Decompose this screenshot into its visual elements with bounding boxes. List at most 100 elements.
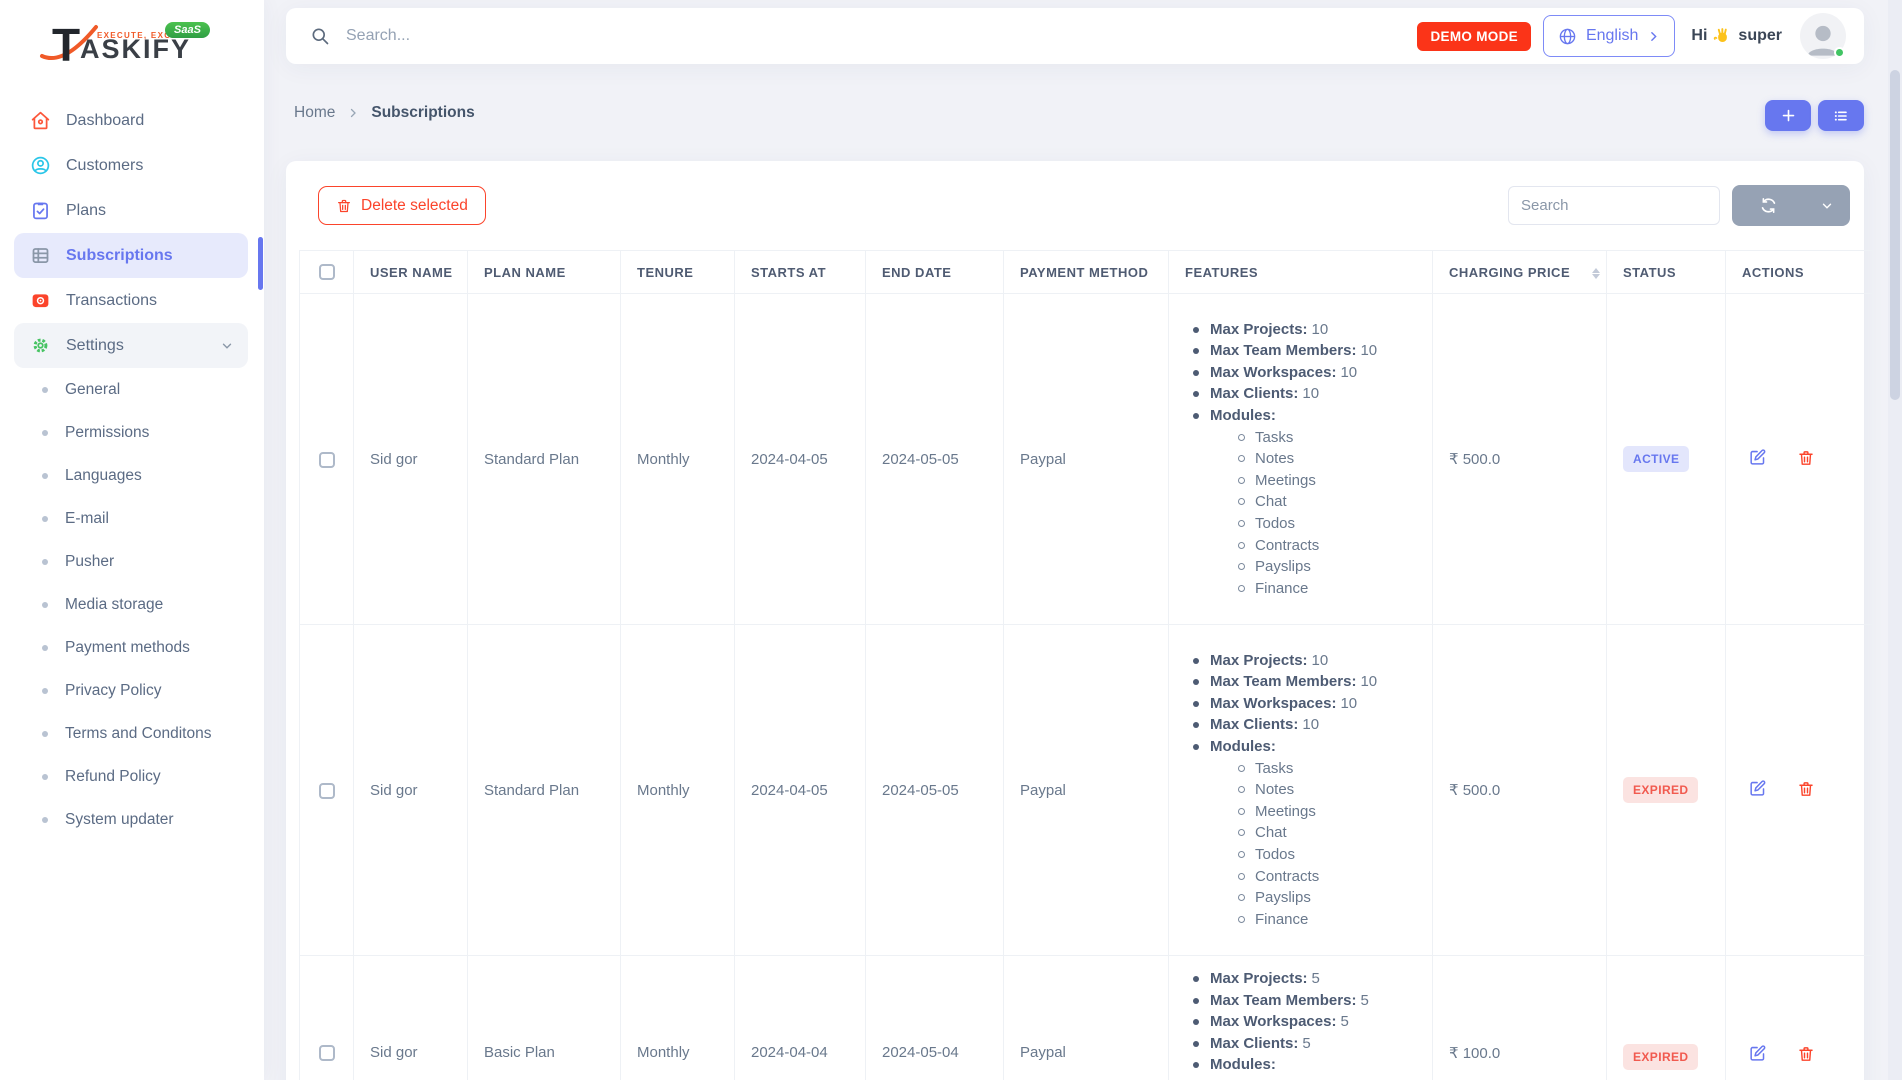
select-all-checkbox[interactable]: [318, 264, 335, 281]
logo-letter: T: [52, 19, 81, 71]
saas-badge: SaaS: [165, 22, 210, 38]
cell-end-date: 2024-05-05: [865, 293, 1004, 625]
bullet-icon: [42, 558, 48, 565]
cell-charging-price: ₹ 500.0: [1432, 293, 1607, 625]
cell-tenure: Monthly: [620, 955, 735, 1080]
greeting-prefix: Hi: [1691, 27, 1708, 44]
table-controls: [1508, 185, 1850, 226]
header-status: STATUS: [1606, 250, 1726, 294]
row-checkbox[interactable]: [318, 451, 335, 468]
cell-features: Max Projects: 10 Max Team Members: 10 Max …: [1168, 624, 1433, 956]
table-row: Sid gor Standard Plan Monthly 2024-04-05…: [299, 293, 1873, 625]
sidebar-item-payment-methods[interactable]: Payment methods: [0, 626, 264, 669]
sidebar-item-label: Settings: [66, 336, 124, 354]
list-icon: [1834, 110, 1847, 121]
refresh-dropdown-button[interactable]: [1804, 185, 1850, 226]
cell-plan-name: Standard Plan: [467, 624, 621, 956]
bullet-icon: [42, 386, 48, 393]
status-badge: EXPIRED: [1623, 777, 1699, 803]
sidebar-item-terms[interactable]: Terms and Conditons: [0, 712, 264, 755]
bullet-icon: [42, 773, 48, 780]
trash-icon: [1799, 1046, 1813, 1061]
subnav-label: Pusher: [65, 552, 115, 570]
sidebar-item-privacy-policy[interactable]: Privacy Policy: [0, 669, 264, 712]
breadcrumb-home-link[interactable]: Home: [294, 104, 336, 121]
page-scrollbar[interactable]: [1888, 0, 1902, 1080]
subnav-label: System updater: [65, 810, 174, 828]
sidebar-item-pusher[interactable]: Pusher: [0, 540, 264, 583]
sidebar-item-refund-policy[interactable]: Refund Policy: [0, 755, 264, 798]
table-search-input[interactable]: [1508, 186, 1720, 225]
subscriptions-card: Delete selected: [286, 161, 1873, 1080]
gear-icon: [30, 335, 51, 356]
language-selector[interactable]: English: [1542, 15, 1676, 57]
page-title: Subscriptions: [371, 104, 475, 121]
sidebar-item-label: Transactions: [66, 291, 157, 309]
add-subscription-button[interactable]: [1765, 100, 1811, 131]
bullet-icon: [42, 472, 48, 479]
header-end-date: END DATE: [865, 250, 1004, 294]
edit-button[interactable]: [1748, 779, 1767, 801]
logo-tagline: EXECUTE, EXCEL: [97, 31, 185, 40]
cell-actions: [1725, 955, 1873, 1080]
table-row: Sid gor Basic Plan Monthly 2024-04-04 20…: [299, 955, 1873, 1080]
cell-plan-name: Basic Plan: [467, 955, 621, 1080]
status-badge: ACTIVE: [1623, 446, 1690, 472]
cell-user-name: Sid gor: [353, 955, 468, 1080]
sidebar-nav: Dashboard Customers Plans: [0, 98, 264, 368]
breadcrumb: Home Subscriptions: [294, 100, 475, 122]
sidebar-item-languages[interactable]: Languages: [0, 454, 264, 497]
table-header-row: USER NAME PLAN NAME TENURE STARTS AT END…: [299, 250, 1873, 294]
header-starts-at: STARTS AT: [734, 250, 866, 294]
bullet-icon: [42, 515, 48, 522]
delete-button[interactable]: [1797, 780, 1815, 801]
scrollbar-thumb[interactable]: [1890, 70, 1900, 400]
cell-end-date: 2024-05-04: [865, 955, 1004, 1080]
sidebar-item-system-updater[interactable]: System updater: [0, 798, 264, 841]
edit-button[interactable]: [1748, 448, 1767, 470]
cell-status: EXPIRED: [1606, 955, 1726, 1080]
bullet-icon: [42, 816, 48, 823]
sidebar-item-plans[interactable]: Plans: [14, 188, 248, 233]
sidebar-item-label: Plans: [66, 201, 107, 219]
sidebar-item-general[interactable]: General: [0, 368, 264, 411]
sidebar-item-media-storage[interactable]: Media storage: [0, 583, 264, 626]
subnav-label: Media storage: [65, 595, 164, 613]
delete-button[interactable]: [1797, 449, 1815, 470]
cell-payment-method: Paypal: [1003, 293, 1169, 625]
header-select-all: [299, 250, 354, 294]
row-checkbox[interactable]: [318, 782, 335, 799]
delete-button[interactable]: [1797, 1045, 1815, 1066]
sidebar-item-permissions[interactable]: Permissions: [0, 411, 264, 454]
subscriptions-table: USER NAME PLAN NAME TENURE STARTS AT END…: [299, 250, 1873, 1080]
sidebar-scroll-indicator: [258, 237, 263, 290]
list-view-button[interactable]: [1818, 100, 1864, 131]
bullet-icon: [42, 601, 48, 608]
subnav-label: Refund Policy: [65, 767, 161, 785]
edit-button[interactable]: [1748, 1044, 1767, 1066]
edit-icon: [1750, 1045, 1766, 1061]
user-avatar[interactable]: [1800, 13, 1846, 59]
sidebar-item-transactions[interactable]: Transactions: [14, 278, 248, 323]
sort-icon[interactable]: [1592, 267, 1601, 279]
bullet-icon: [42, 644, 48, 651]
refresh-button[interactable]: [1732, 185, 1804, 226]
cell-tenure: Monthly: [620, 293, 735, 625]
cell-actions: [1725, 624, 1873, 956]
cell-starts-at: 2024-04-04: [734, 955, 866, 1080]
sidebar-item-settings[interactable]: Settings: [14, 323, 248, 368]
cell-plan-name: Standard Plan: [467, 293, 621, 625]
sidebar-item-email[interactable]: E-mail: [0, 497, 264, 540]
header-charging-price[interactable]: CHARGING PRICE: [1432, 250, 1607, 294]
delete-selected-button[interactable]: Delete selected: [318, 186, 486, 225]
home-icon: [30, 110, 51, 131]
taskify-logo[interactable]: T ASKIFY EXECUTE, EXCEL SaaS: [0, 0, 264, 84]
subnav-label: General: [65, 380, 121, 398]
sidebar-item-customers[interactable]: Customers: [14, 143, 248, 188]
row-checkbox[interactable]: [318, 1045, 335, 1062]
table-row: Sid gor Standard Plan Monthly 2024-04-05…: [299, 624, 1873, 956]
sidebar-item-dashboard[interactable]: Dashboard: [14, 98, 248, 143]
trash-icon: [1799, 781, 1813, 796]
global-search-input[interactable]: [346, 27, 766, 45]
sidebar-item-subscriptions[interactable]: Subscriptions: [14, 233, 248, 278]
